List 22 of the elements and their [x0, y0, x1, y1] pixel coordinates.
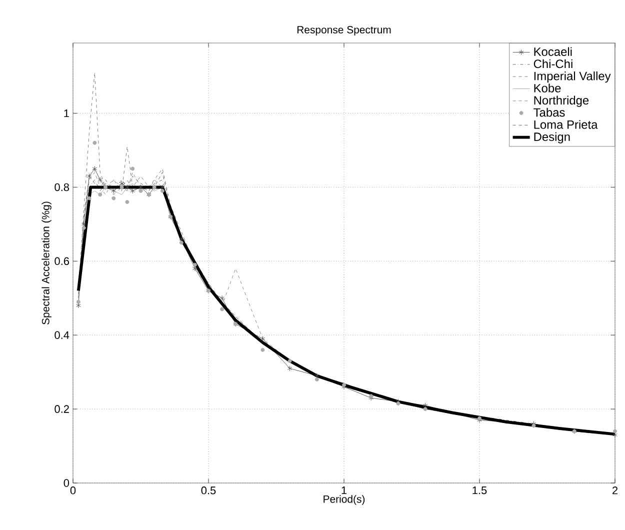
- x-tick-label: 0.5: [201, 486, 216, 494]
- legend-label: Design: [534, 132, 570, 144]
- y-tick-label: 0: [64, 479, 70, 487]
- legend-label: Northridge: [534, 96, 589, 107]
- x-tick-label: 0: [70, 486, 76, 494]
- x-axis-title: Period(s): [324, 495, 365, 505]
- x-tick-label: 2: [612, 486, 618, 494]
- legend-label: Chi-Chi: [534, 59, 572, 68]
- y-tick-label: 0.4: [54, 331, 70, 339]
- chart-title: Response Spectrum: [297, 26, 391, 36]
- legend-label: Imperial Valley: [534, 71, 611, 83]
- x-tick-label: 1.5: [472, 486, 487, 494]
- y-axis-title: Spectral Acceleration (%g): [42, 202, 52, 324]
- legend-label: Loma Prieta: [534, 120, 598, 129]
- legend-label: Kocaeli: [534, 47, 572, 56]
- x-tick-label: 1: [342, 486, 347, 494]
- y-tick-label: 1: [64, 109, 69, 118]
- legend-label: Kobe: [534, 84, 561, 92]
- y-tick-label: 0.6: [54, 257, 69, 266]
- y-tick-label: 0.8: [54, 183, 69, 192]
- legend-label: Tabas: [534, 108, 565, 117]
- y-tick-label: 0.2: [54, 405, 69, 413]
